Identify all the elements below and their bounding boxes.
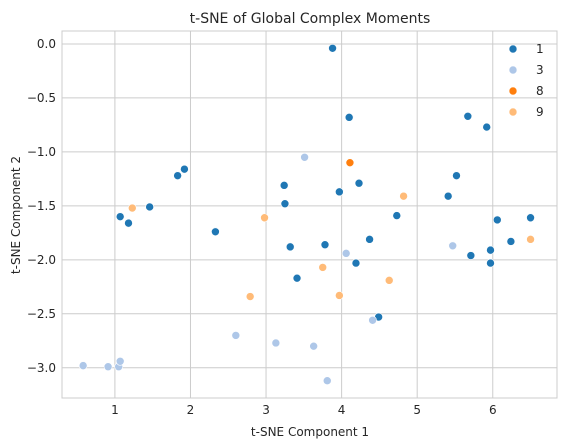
legend-label: 9 — [536, 105, 544, 119]
data-point-series-3 — [271, 338, 281, 348]
data-point-series-1 — [486, 258, 495, 268]
data-point-series-3 — [300, 152, 309, 162]
data-point-series-1 — [211, 227, 220, 237]
data-point-series-9 — [335, 291, 344, 300]
x-tick-labels: 1 2 3 4 5 6 — [111, 403, 497, 417]
chart-title: t-SNE of Global Complex Moments — [190, 11, 431, 27]
data-point-series-1 — [486, 245, 495, 255]
legend: 1 3 8 9 — [508, 42, 544, 119]
data-point-series-1 — [344, 113, 354, 122]
data-point-series-1 — [443, 191, 453, 201]
data-point-series-9 — [318, 263, 328, 272]
data-point-series-3 — [368, 315, 377, 325]
data-point-series-3 — [309, 341, 318, 351]
data-point-series-3 — [231, 331, 241, 340]
x-tick-label: 1 — [111, 403, 119, 417]
data-point-series-3 — [103, 362, 113, 371]
x-axis-label: t-SNE Component 1 — [251, 425, 369, 439]
data-point-series-9 — [127, 203, 137, 213]
x-tick-label: 6 — [489, 403, 497, 417]
y-axis-label: t-SNE Component 2 — [9, 156, 23, 274]
data-point-series-9 — [526, 235, 535, 244]
data-point-series-1 — [463, 111, 473, 121]
data-point-series-1 — [506, 237, 516, 246]
legend-marker — [508, 44, 518, 54]
data-point-series-1 — [392, 211, 402, 220]
data-point-series-1 — [351, 258, 361, 268]
y-tick-label: −2.5 — [27, 307, 56, 321]
data-point-series-3 — [341, 249, 351, 258]
legend-label: 3 — [536, 63, 544, 77]
x-tick-label: 3 — [262, 403, 270, 417]
data-point-series-1 — [482, 122, 492, 132]
data-point-series-1 — [280, 199, 290, 209]
data-point-series-1 — [292, 273, 302, 283]
y-tick-label: −3.0 — [27, 361, 56, 375]
legend-label: 1 — [536, 42, 544, 56]
data-point-series-1 — [328, 43, 337, 53]
y-tick-label: −2.0 — [27, 253, 56, 267]
data-point-series-3 — [115, 356, 125, 366]
legend-label: 8 — [536, 84, 544, 98]
data-point-series-1 — [145, 202, 154, 212]
x-tick-label: 2 — [187, 403, 195, 417]
data-point-series-3 — [322, 376, 332, 386]
data-point-series-1 — [365, 235, 374, 244]
data-point-series-1 — [452, 171, 461, 180]
data-point-series-1 — [124, 218, 133, 228]
legend-marker — [508, 107, 518, 117]
data-point-series-1 — [466, 251, 476, 260]
data-point-series-9 — [245, 292, 255, 301]
data-point-series-1 — [526, 213, 535, 223]
plot-border — [61, 30, 558, 399]
data-point-series-3 — [448, 241, 458, 251]
data-point-series-3 — [78, 361, 88, 370]
data-point-series-1 — [285, 242, 295, 252]
data-point-series-1 — [180, 164, 189, 174]
y-tick-label: −0.5 — [27, 91, 56, 105]
legend-marker — [508, 86, 518, 96]
data-point-series-9 — [260, 213, 269, 223]
y-tick-labels: 0.0 −0.5 −1.0 −1.5 −2.0 −2.5 −3.0 — [27, 37, 56, 375]
data-point-series-1 — [492, 215, 502, 225]
data-point-series-8 — [345, 158, 355, 167]
y-tick-label: −1.5 — [27, 199, 56, 213]
data-point-series-9 — [399, 191, 408, 201]
x-tick-label: 4 — [338, 403, 346, 417]
data-point-series-1 — [320, 240, 330, 250]
data-point-series-1 — [335, 187, 344, 197]
data-point-series-1 — [279, 181, 289, 190]
data-point-series-9 — [384, 276, 394, 285]
data-point-series-1 — [354, 178, 364, 188]
data-point-series-1 — [173, 171, 182, 180]
y-tick-label: −1.0 — [27, 145, 56, 159]
y-tick-label: 0.0 — [37, 37, 56, 51]
x-tick-label: 5 — [413, 403, 421, 417]
grid-lines — [62, 31, 557, 398]
plot-frame — [61, 30, 558, 399]
data-points — [78, 43, 535, 386]
data-point-series-1 — [115, 212, 125, 221]
legend-marker — [508, 65, 518, 75]
